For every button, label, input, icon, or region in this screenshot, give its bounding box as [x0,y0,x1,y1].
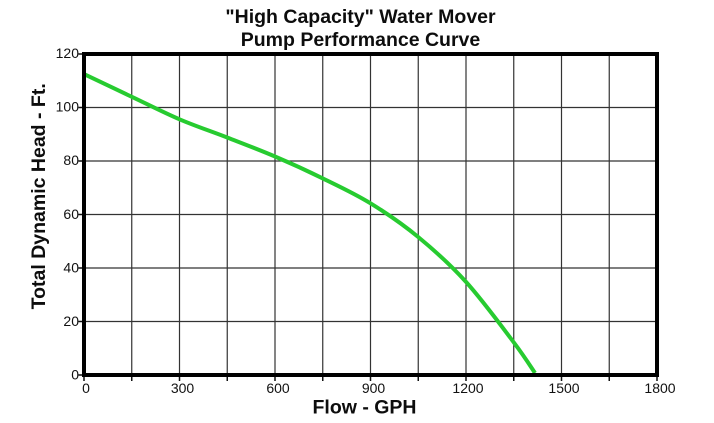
svg-text:"High Capacity" Water Mover: "High Capacity" Water Mover [225,6,496,28]
svg-text:Pump Performance Curve: Pump Performance Curve [241,29,481,51]
svg-text:Flow - GPH: Flow - GPH [313,397,417,419]
svg-text:40: 40 [63,260,79,276]
svg-text:1800: 1800 [644,380,675,396]
svg-text:900: 900 [362,380,386,396]
svg-text:100: 100 [56,99,80,115]
svg-text:300: 300 [171,380,195,396]
svg-text:600: 600 [266,380,290,396]
svg-text:120: 120 [56,45,80,61]
svg-text:1200: 1200 [452,380,483,396]
svg-text:Total Dynamic Head - Ft.: Total Dynamic Head - Ft. [28,83,50,309]
svg-text:80: 80 [63,152,79,168]
svg-text:1500: 1500 [548,380,579,396]
svg-text:0: 0 [82,380,90,396]
svg-text:0: 0 [71,367,79,383]
svg-text:60: 60 [63,206,79,222]
svg-text:20: 20 [63,313,79,329]
